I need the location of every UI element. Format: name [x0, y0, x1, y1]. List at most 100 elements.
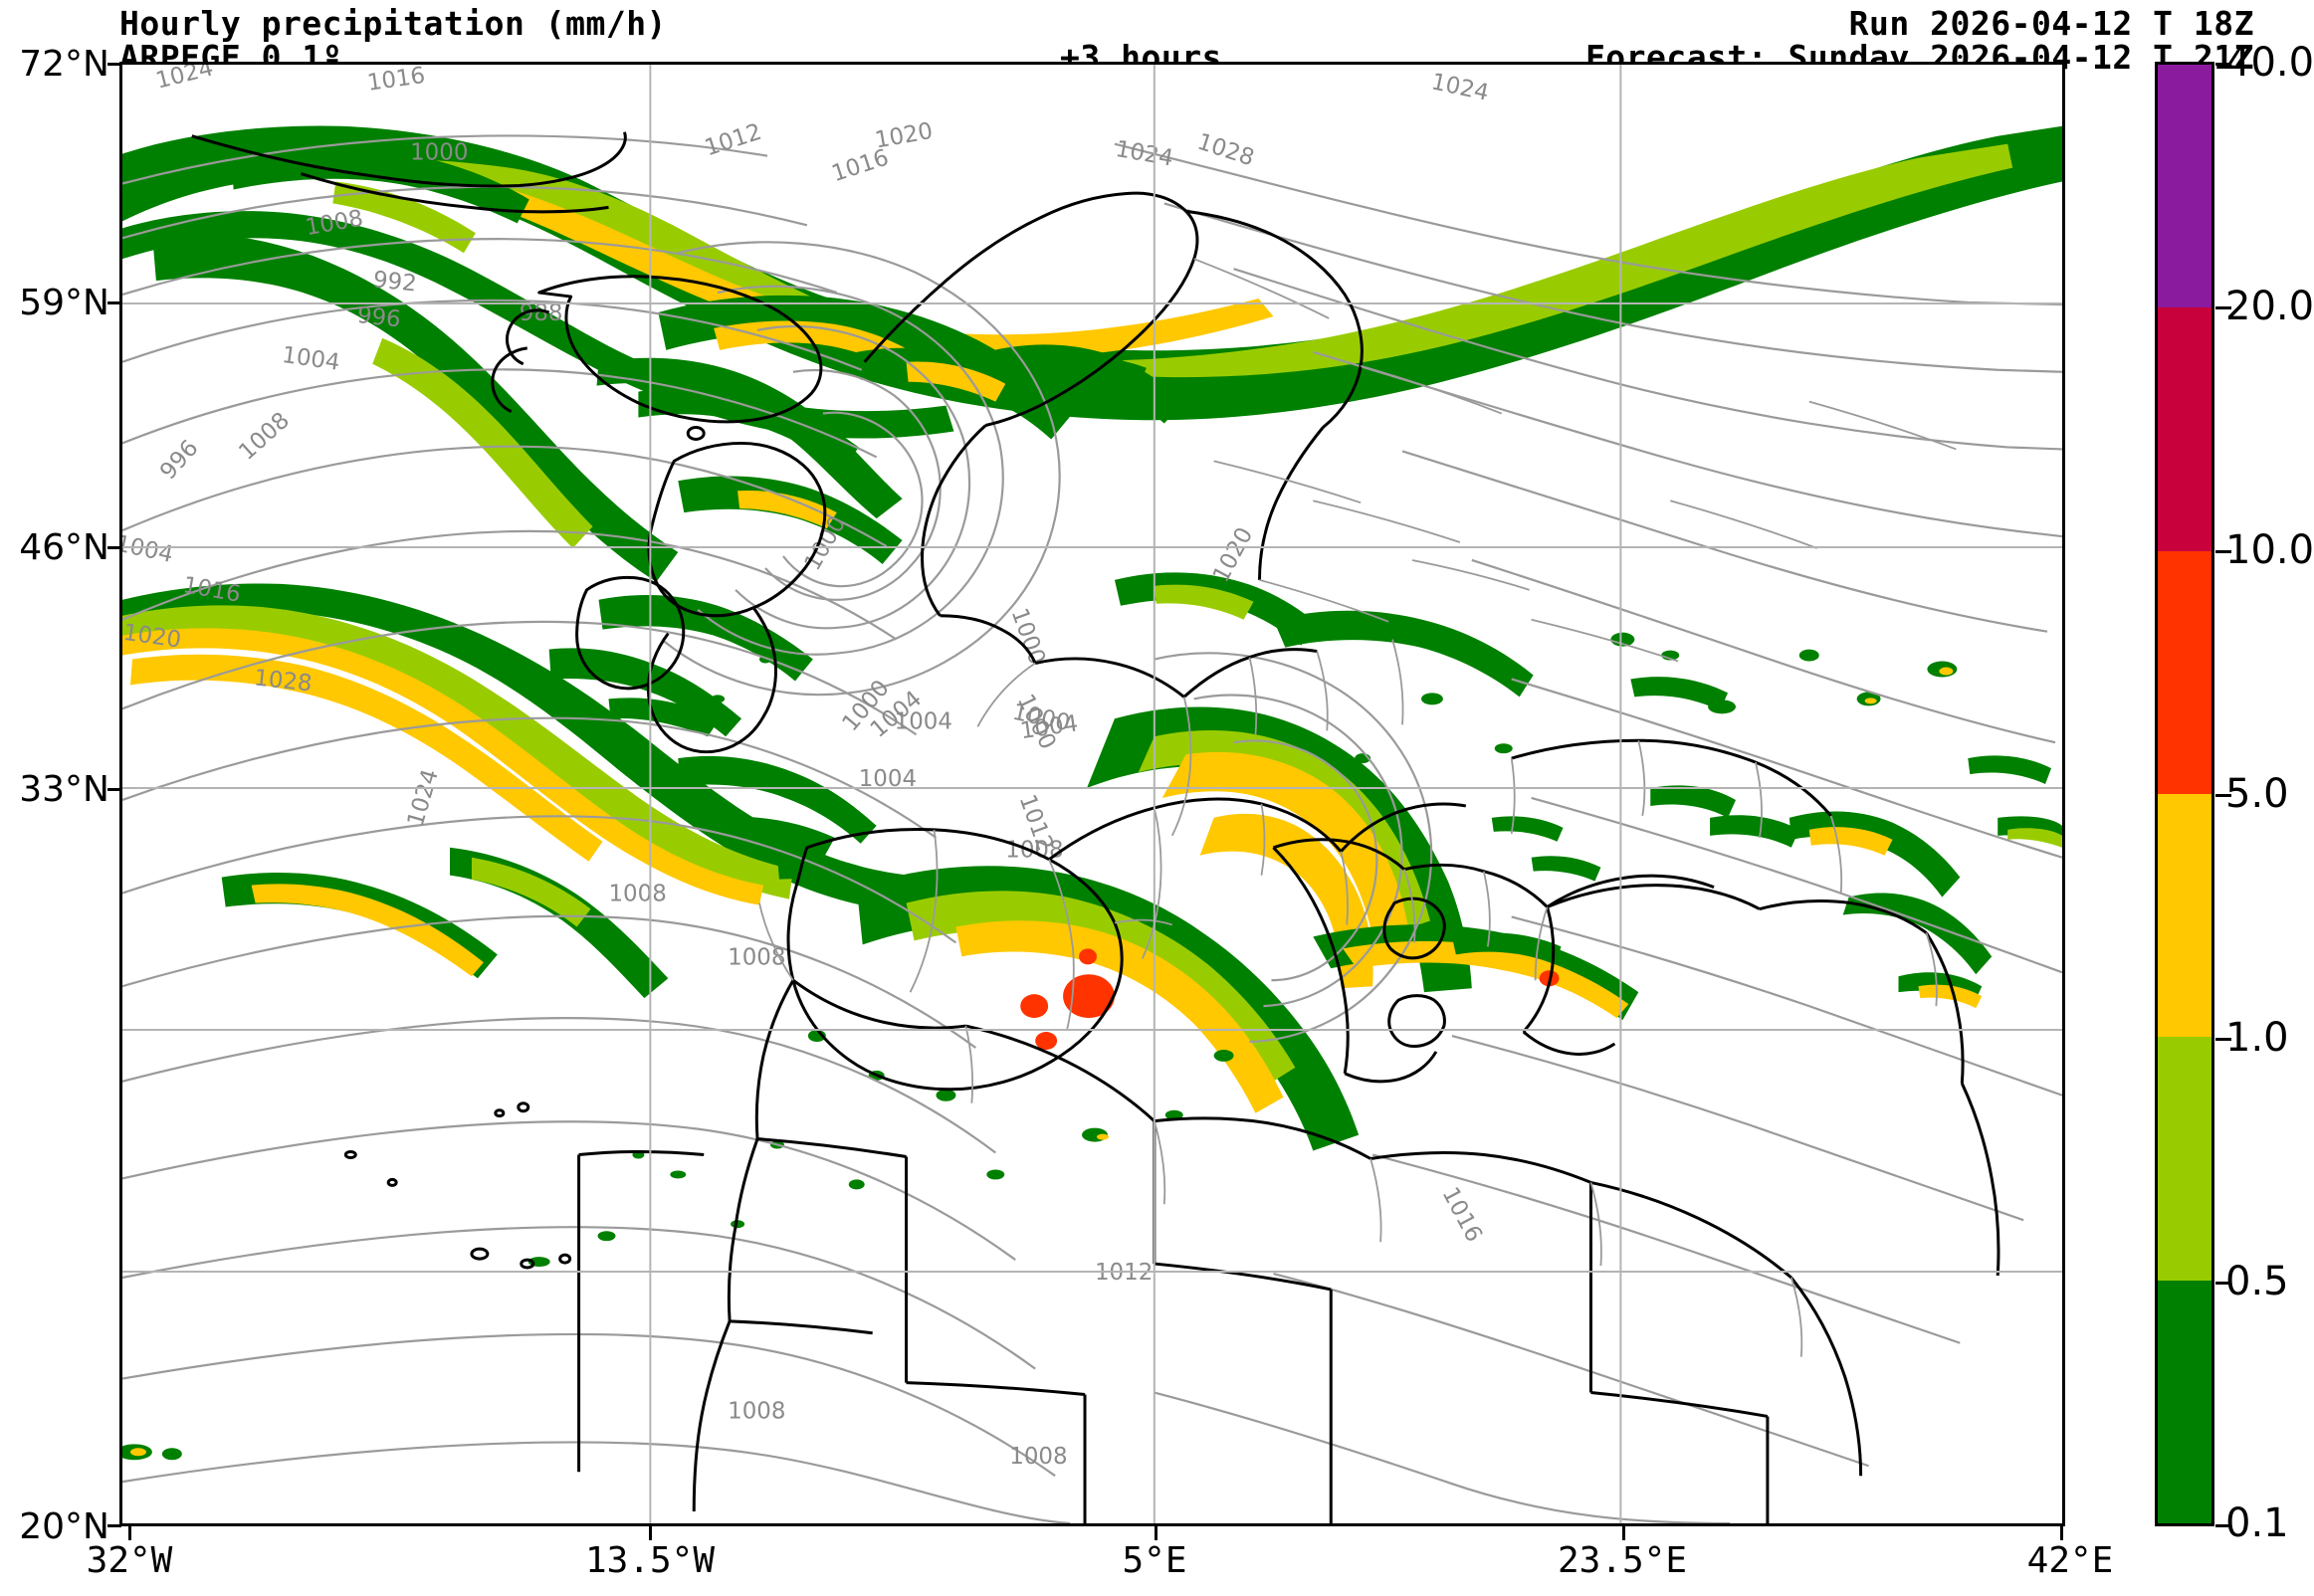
precip-atlantic-band-0.5	[122, 605, 793, 899]
y-tick-mark	[107, 63, 121, 66]
svg-text:996: 996	[155, 435, 204, 485]
x-tick-32W: 32°W	[86, 1540, 173, 1581]
y-tick-mark	[107, 1524, 121, 1527]
page-title: Hourly precipitation (mm/h)	[119, 4, 667, 43]
svg-text:1024: 1024	[153, 65, 216, 95]
precip-atlantic-hook-1.0	[251, 884, 484, 977]
svg-text:996: 996	[356, 302, 402, 332]
colorbar-segment-20-10	[2158, 307, 2211, 551]
colorbar-label-40: 40.0	[2225, 40, 2314, 86]
precip-scot-y	[737, 490, 837, 529]
svg-text:1028: 1028	[1194, 129, 1258, 172]
x-tick-mark	[649, 1526, 652, 1540]
precip-sefrance-0.1	[1087, 706, 1472, 993]
precip-east-3	[2007, 828, 2062, 848]
svg-text:1016: 1016	[1437, 1183, 1487, 1247]
svg-text:1012: 1012	[702, 119, 765, 162]
svg-text:1008: 1008	[234, 408, 295, 466]
precip-uk-4	[678, 755, 877, 844]
colorbar-label-20: 20.0	[2225, 284, 2314, 329]
precip-norway	[985, 344, 1184, 424]
y-tick-mark	[107, 301, 121, 304]
precip-plume-nw-0.1	[122, 211, 954, 439]
precip-iberia-red-4	[1079, 948, 1097, 965]
x-tick-mark	[1622, 1526, 1625, 1540]
map-gridlines	[122, 65, 2062, 1523]
map-svg: 1024 1016 1000 1012 1016 1020 992 996 98…	[122, 65, 2062, 1523]
precip-levant-2	[1842, 893, 1993, 975]
y-tick-46N: 46°N	[19, 527, 109, 568]
y-tick-59N: 59°N	[19, 283, 109, 323]
precip-iceland-yellow	[714, 320, 929, 380]
precip-plume-nw-a	[231, 148, 529, 224]
svg-text:1004: 1004	[895, 708, 952, 734]
colorbar-tick-0.1	[2215, 1524, 2231, 1527]
svg-text:992: 992	[372, 267, 418, 297]
precip-atlantic-band-1.0	[122, 628, 764, 905]
precip-turkey-1	[1650, 785, 1737, 818]
colorbar-segment-1-0.5	[2158, 1037, 2211, 1281]
precip-levant-y2	[1918, 984, 1983, 1009]
svg-text:1024: 1024	[1114, 136, 1175, 172]
svg-text:1000: 1000	[410, 140, 468, 166]
svg-text:1008: 1008	[1009, 1444, 1067, 1470]
country-borders	[758, 258, 1957, 1357]
colorbar-segment-5-1	[2158, 793, 2211, 1038]
precip-ire-2	[548, 648, 742, 737]
colorbar-tick-5	[2215, 794, 2231, 797]
header: Hourly precipitation (mm/h) ARPEGE 0.1º …	[0, 0, 2314, 77]
precip-band-greenland-0.5	[370, 143, 2013, 378]
precip-scotland	[678, 476, 903, 564]
colorbar-label-0.1: 0.1	[2225, 1500, 2289, 1546]
coastlines	[191, 131, 2000, 1523]
run-label: Run 2026-04-12 T 18Z	[1848, 4, 2254, 43]
colorbar-segment-40-20	[2158, 65, 2211, 308]
y-tick-mark	[107, 788, 121, 791]
colorbar-label-1: 1.0	[2225, 1015, 2289, 1061]
y-tick-72N: 72°N	[19, 44, 109, 85]
svg-text:1008: 1008	[728, 944, 785, 970]
precip-iberia-red-3	[1035, 1032, 1058, 1050]
x-tick-23-5E: 23.5°E	[1557, 1540, 1688, 1581]
precip-italy-band	[1199, 813, 1373, 989]
colorbar-tick-10	[2215, 550, 2231, 553]
precip-uk-0.1	[638, 386, 859, 472]
precip-carpath-0.1	[1273, 610, 1534, 698]
map-canvas[interactable]: 1024 1016 1000 1012 1016 1020 992 996 98…	[119, 62, 2065, 1526]
y-tick-33N: 33°N	[19, 769, 109, 810]
y-tick-20N: 20°N	[19, 1506, 109, 1547]
precip-iberia-1.0	[955, 920, 1284, 1113]
precip-alps-1.0	[1154, 584, 1254, 620]
precip-plume-nw-b	[332, 181, 476, 254]
precip-midatl-0.5	[372, 337, 593, 549]
svg-text:1028: 1028	[253, 666, 314, 698]
precip-atlantic-band-2	[129, 654, 603, 862]
svg-text:1016: 1016	[365, 65, 426, 97]
x-tick-13-5W: 13.5°W	[584, 1540, 716, 1581]
svg-text:1024: 1024	[1429, 69, 1491, 106]
svg-text:1020: 1020	[1208, 523, 1258, 587]
precip-med-small-1	[1451, 932, 1562, 965]
precip-aegean	[1491, 816, 1564, 842]
colorbar-tick-0.5	[2215, 1282, 2231, 1285]
precip-north-sea-y	[906, 361, 1006, 402]
svg-text:1020: 1020	[873, 118, 935, 154]
svg-text:1004: 1004	[122, 530, 175, 568]
svg-text:1024: 1024	[403, 766, 444, 829]
precip-iberia-red-1	[1063, 974, 1115, 1019]
precip-carpath-small	[1630, 677, 1729, 711]
precip-atlantic-tail2	[471, 857, 591, 927]
x-tick-mark	[2060, 1526, 2063, 1540]
precip-east-1	[1968, 755, 2052, 785]
colorbar-segment-0.5-0.1	[2158, 1280, 2211, 1523]
precip-turkey-2	[1710, 815, 1799, 848]
precip-uk-5	[718, 816, 835, 856]
precip-ire-1	[598, 595, 813, 682]
y-tick-mark	[107, 546, 121, 549]
colorbar[interactable]	[2155, 62, 2214, 1526]
colorbar-label-0.5: 0.5	[2225, 1259, 2289, 1304]
colorbar-tick-1	[2215, 1038, 2231, 1041]
colorbar-segment-10-5	[2158, 550, 2211, 794]
x-tick-mark	[1155, 1526, 1157, 1540]
